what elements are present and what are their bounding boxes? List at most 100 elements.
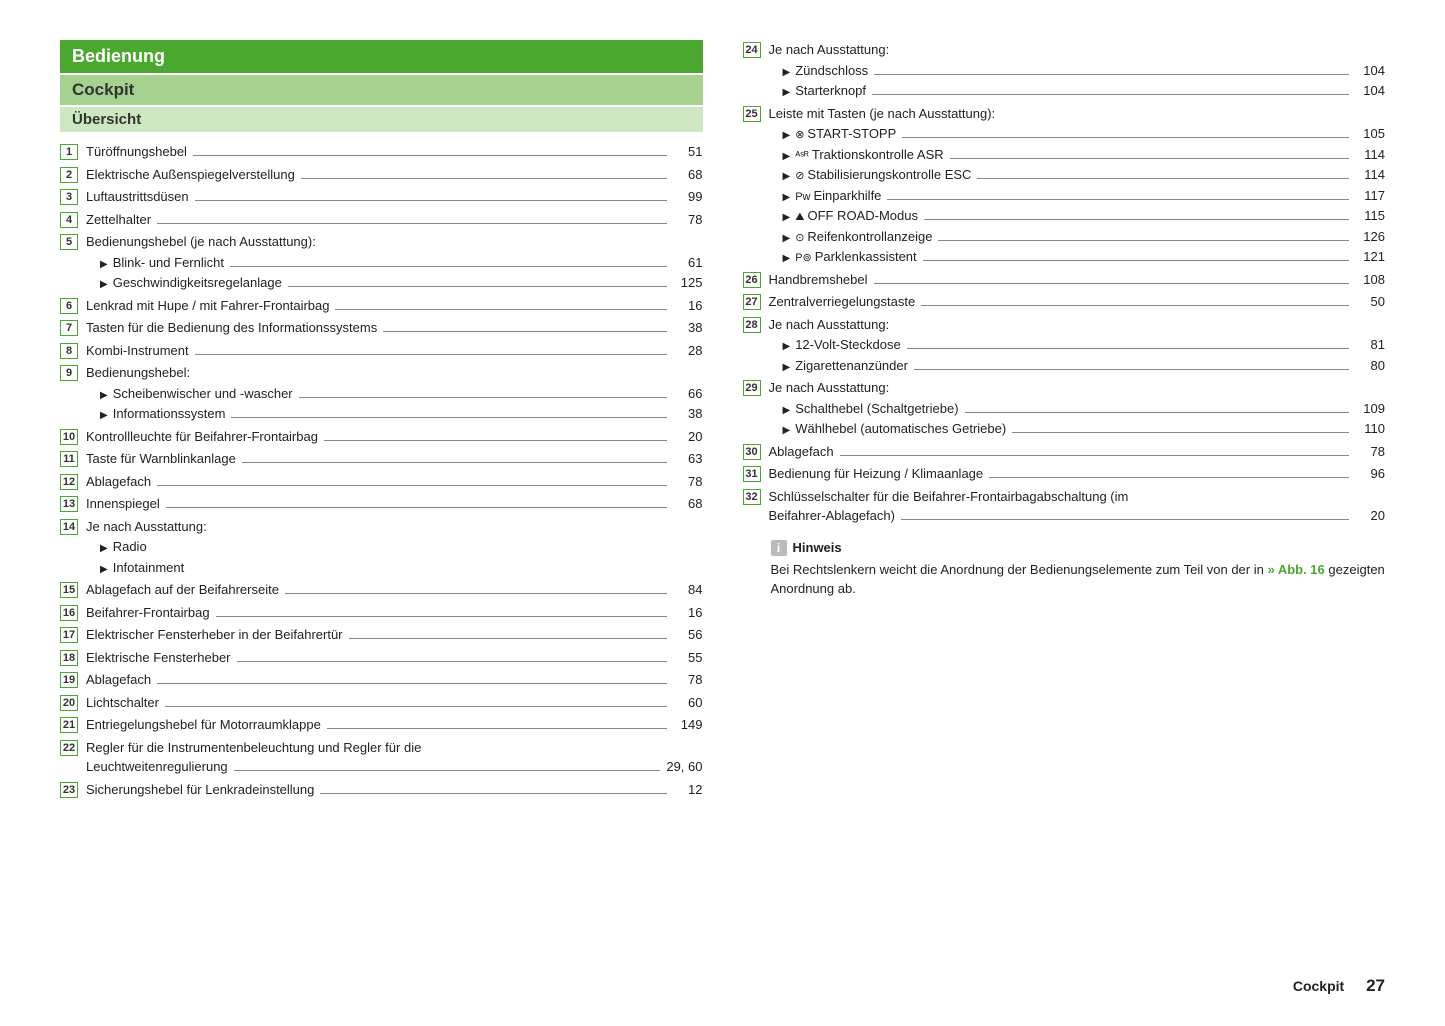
toc-item: 8Kombi-Instrument28: [60, 341, 703, 361]
leader-line: [230, 266, 667, 267]
page-ref: 78: [673, 210, 703, 230]
bullet-icon: ▶: [783, 231, 791, 246]
bullet-icon: ▶: [783, 423, 791, 438]
toc-item: 6Lenkrad mit Hupe / mit Fahrer-Frontairb…: [60, 296, 703, 316]
item-number: 15: [60, 582, 78, 598]
sub-item: ▶Radio: [86, 537, 703, 557]
sub-label: Blink- und Fernlicht: [113, 253, 224, 273]
page-ref: 96: [1355, 464, 1385, 484]
footer-title: Cockpit: [1293, 978, 1344, 994]
item-content: Zentralverriegelungstaste50: [769, 292, 1386, 312]
sub-icon: ⊘: [795, 168, 804, 185]
bullet-icon: ▶: [783, 360, 791, 375]
page-ref: 68: [673, 165, 703, 185]
item-number: 30: [743, 444, 761, 460]
page-ref: 16: [673, 296, 703, 316]
item-content: Regler für die Instrumentenbeleuchtung u…: [86, 738, 703, 777]
toc-item: 27Zentralverriegelungstaste50: [743, 292, 1386, 312]
sub-item: ▶ᴬˢᴿ Traktionskontrolle ASR114: [769, 145, 1386, 165]
sub-item: ▶Blink- und Fernlicht61: [86, 253, 703, 273]
leader-line: [887, 199, 1349, 200]
item-number: 25: [743, 106, 761, 122]
bullet-icon: ▶: [783, 251, 791, 266]
page-ref: 63: [673, 449, 703, 469]
hinweis-header: i Hinweis: [771, 540, 1386, 556]
bullet-icon: ▶: [783, 403, 791, 418]
sub-item: ▶Zündschloss104: [769, 61, 1386, 81]
item-number: 29: [743, 380, 761, 396]
sub-label: 12-Volt-Steckdose: [795, 335, 901, 355]
item-label: Ablagefach: [86, 472, 151, 492]
item-content: Handbremshebel108: [769, 270, 1386, 290]
item-label: Entriegelungshebel für Motorraumklappe: [86, 715, 321, 735]
page-ref: 109: [1355, 399, 1385, 419]
item-number: 6: [60, 298, 78, 314]
page-ref: 16: [673, 603, 703, 623]
item-content: Elektrischer Fensterheber in der Beifahr…: [86, 625, 703, 645]
item-label: Beifahrer-Ablagefach): [769, 506, 895, 526]
item-content: Entriegelungshebel für Motorraumklappe 14…: [86, 715, 703, 735]
toc-item: 29Je nach Ausstattung:▶Schalthebel (Scha…: [743, 378, 1386, 439]
page-ref: 121: [1355, 247, 1385, 267]
info-icon: i: [771, 540, 787, 556]
item-content: Türöffnungshebel51: [86, 142, 703, 162]
item-label: Innenspiegel: [86, 494, 160, 514]
item-content: Je nach Ausstattung:▶Radio▶Infotainment: [86, 517, 703, 578]
sub-item: ▶Informationssystem38: [86, 404, 703, 424]
item-label: Elektrische Fensterheber: [86, 648, 231, 668]
toc-item: 22 Regler für die Instrumentenbeleuchtung…: [60, 738, 703, 777]
left-list: 1Türöffnungshebel512Elektrische Außenspi…: [60, 142, 703, 799]
toc-item: 21 Entriegelungshebel für Motorraumklappe…: [60, 715, 703, 735]
leader-line: [924, 219, 1349, 220]
sub-icon: ⛰: [795, 209, 804, 226]
item-number: 5: [60, 234, 78, 250]
toc-item: 17Elektrischer Fensterheber in der Beifa…: [60, 625, 703, 645]
item-number: 11: [60, 451, 78, 467]
item-number: 1: [60, 144, 78, 160]
bullet-icon: ▶: [783, 128, 791, 143]
sub-label: Traktionskontrolle ASR: [812, 145, 944, 165]
leader-line: [324, 440, 667, 441]
leader-line: [166, 507, 667, 508]
page-ref: 68: [673, 494, 703, 514]
group-label: Je nach Ausstattung:: [769, 378, 1386, 398]
item-number: 7: [60, 320, 78, 336]
page-ref: 149: [673, 715, 703, 735]
leader-line: [383, 331, 666, 332]
item-content: Ablagefach78: [769, 442, 1386, 462]
leader-line: [288, 286, 667, 287]
item-label: Schlüsselschalter für die Beifahrer-Fron…: [769, 487, 1386, 507]
leader-line: [907, 348, 1349, 349]
item-number: 22: [60, 740, 78, 756]
sub-label: Geschwindigkeitsregelanlage: [113, 273, 282, 293]
sub-icon: ⊙: [795, 230, 804, 247]
toc-item: 7Tasten für die Bedienung des Informatio…: [60, 318, 703, 338]
page-ref: 117: [1355, 186, 1385, 206]
bullet-icon: ▶: [100, 541, 108, 556]
toc-item: 10Kontrollleuchte für Beifahrer-Frontair…: [60, 427, 703, 447]
leader-line: [335, 309, 666, 310]
item-label: Ablagefach: [86, 670, 151, 690]
leader-line: [216, 616, 667, 617]
item-label: Zentralverriegelungstaste: [769, 292, 916, 312]
item-label: Lichtschalter: [86, 693, 159, 713]
toc-item: 5Bedienungshebel (je nach Ausstattung):▶…: [60, 232, 703, 293]
item-content: Taste für Warnblinkanlage 63: [86, 449, 703, 469]
item-content: Kombi-Instrument28: [86, 341, 703, 361]
toc-item: 14Je nach Ausstattung:▶Radio▶Infotainmen…: [60, 517, 703, 578]
item-content: Bedienung für Heizung / Klimaanlage96: [769, 464, 1386, 484]
leader-line: [299, 397, 667, 398]
item-number: 10: [60, 429, 78, 445]
item-label: Ablagefach: [769, 442, 834, 462]
item-number: 19: [60, 672, 78, 688]
sub-icon: ᴬˢᴿ: [795, 148, 809, 165]
sub-label: START-STOPP: [807, 124, 896, 144]
page-ref: 99: [673, 187, 703, 207]
item-number: 21: [60, 717, 78, 733]
item-label: Kombi-Instrument: [86, 341, 189, 361]
item-number: 31: [743, 466, 761, 482]
leader-line: [193, 155, 667, 156]
bullet-icon: ▶: [100, 257, 108, 272]
group-label: Bedienungshebel:: [86, 363, 703, 383]
item-label: Taste für Warnblinkanlage: [86, 449, 236, 469]
